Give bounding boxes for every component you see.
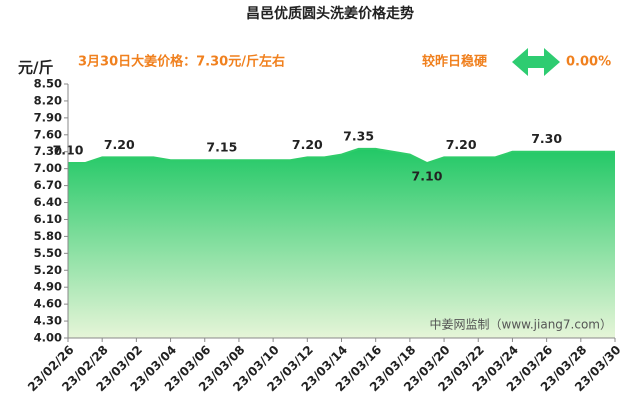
watermark: 中姜网监制（www.jiang7.com） xyxy=(430,317,612,332)
y-tick-label: 8.50 xyxy=(34,77,62,91)
y-axis-label: 元/斤 xyxy=(18,59,53,77)
y-tick-label: 6.10 xyxy=(34,212,62,226)
y-tick-label: 5.50 xyxy=(34,246,62,260)
y-tick-label: 6.40 xyxy=(34,195,62,209)
y-tick-label: 7.60 xyxy=(34,127,62,141)
y-tick-label: 7.00 xyxy=(34,161,62,175)
area-fill xyxy=(68,148,615,338)
value-label: 7.20 xyxy=(292,137,323,152)
chart-title: 昌邑优质圆头洗姜价格走势 xyxy=(246,5,414,22)
y-tick-label: 5.80 xyxy=(34,229,62,243)
y-tick-label: 7.90 xyxy=(34,110,62,124)
y-tick-label: 8.20 xyxy=(34,93,62,107)
double-arrow xyxy=(512,48,560,76)
value-label: 7.30 xyxy=(531,131,562,146)
change-annotation: 较昨日稳硬 xyxy=(422,54,488,70)
y-tick-label: 4.90 xyxy=(34,280,62,294)
price-annotation: 3月30日大姜价格：7.30元/斤左右 xyxy=(78,54,285,70)
y-tick-label: 5.20 xyxy=(34,263,62,277)
value-label: 7.15 xyxy=(206,140,237,155)
value-label: 7.20 xyxy=(104,137,135,152)
y-tick-label: 7.30 xyxy=(34,144,62,158)
change-value: 0.00% xyxy=(566,55,611,70)
y-tick-label: 4.00 xyxy=(34,331,62,345)
y-tick-label: 4.30 xyxy=(34,314,62,328)
y-tick-label: 4.60 xyxy=(34,297,62,311)
y-tick-label: 6.70 xyxy=(34,178,62,192)
value-label: 7.20 xyxy=(446,137,477,152)
value-label: 7.35 xyxy=(343,128,374,143)
area-line xyxy=(68,147,615,165)
value-label: 7.10 xyxy=(412,169,443,184)
